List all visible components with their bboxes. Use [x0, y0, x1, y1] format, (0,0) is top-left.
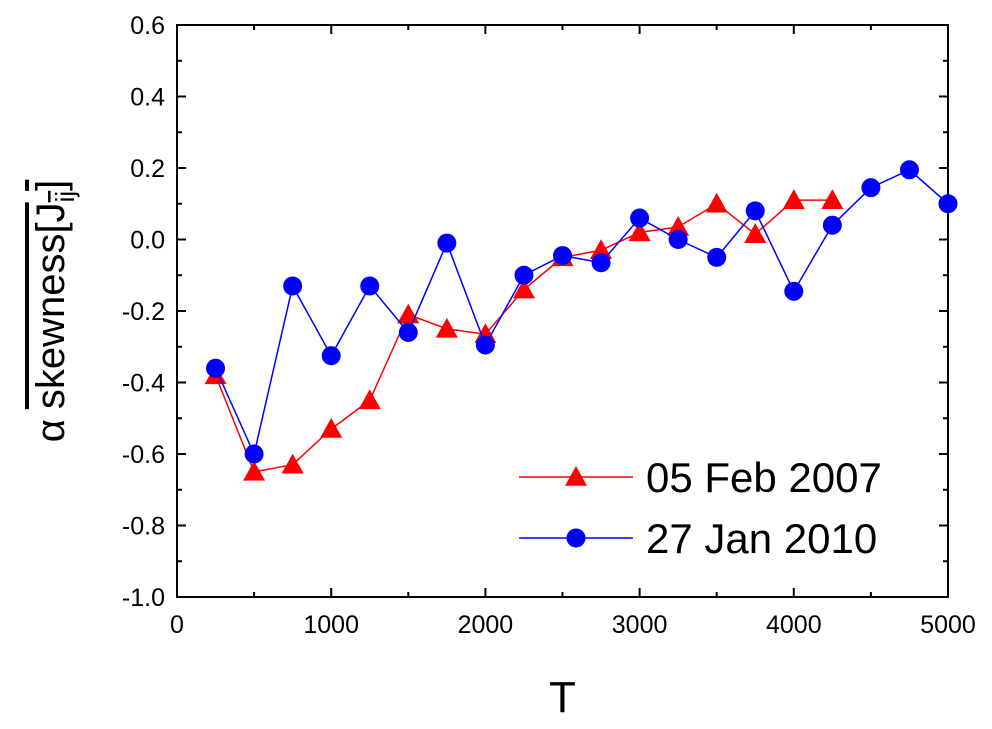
- marker: [437, 233, 457, 253]
- marker: [514, 265, 534, 285]
- marker: [244, 444, 264, 464]
- marker: [358, 389, 381, 410]
- y-tick-label: -0.4: [122, 370, 165, 398]
- marker: [821, 189, 844, 209]
- marker: [744, 223, 767, 243]
- marker: [398, 322, 418, 342]
- x-tick-label: 4000: [766, 611, 822, 639]
- legend-label: 05 Feb 2007: [646, 454, 882, 501]
- marker: [283, 276, 303, 296]
- series-line: [214, 168, 949, 457]
- marker: [206, 358, 226, 378]
- plot-frame: [176, 24, 949, 598]
- marker: [591, 253, 611, 273]
- marker: [320, 417, 343, 438]
- x-tick-label: 5000: [920, 611, 976, 639]
- series-line: [214, 199, 833, 473]
- marker: [590, 239, 613, 260]
- y-tick-label: 0.6: [130, 12, 165, 40]
- marker: [822, 215, 842, 235]
- y-label-sub: ij: [50, 191, 80, 203]
- marker: [475, 335, 495, 355]
- legend-marker: [565, 466, 587, 486]
- y-tick-label: 0.4: [130, 84, 165, 112]
- y-tick-label: -0.6: [122, 441, 165, 469]
- marker: [899, 160, 919, 180]
- y-axis-label: α skewness[Jij]: [29, 180, 80, 443]
- marker: [360, 276, 380, 296]
- marker: [938, 194, 958, 214]
- y-label-end: ]: [29, 180, 73, 191]
- marker: [668, 230, 688, 249]
- y-tick-label: 0.2: [130, 155, 165, 183]
- legend-label: 27 Jan 2010: [646, 515, 877, 562]
- marker: [667, 215, 690, 236]
- y-tick-label: -0.2: [122, 298, 165, 326]
- marker: [784, 281, 804, 301]
- marker: [435, 317, 458, 338]
- marker: [630, 208, 650, 228]
- legend-marker: [566, 528, 586, 548]
- marker: [512, 278, 535, 299]
- x-tick-label: 3000: [612, 611, 668, 639]
- marker: [553, 246, 572, 266]
- marker: [281, 453, 304, 474]
- x-axis-label: T: [549, 673, 576, 722]
- marker: [243, 460, 266, 481]
- marker: [782, 189, 805, 209]
- marker: [707, 247, 727, 267]
- y-label-main: skewness[J: [29, 202, 73, 409]
- marker: [745, 201, 765, 221]
- marker: [628, 221, 651, 242]
- marker: [861, 178, 881, 198]
- y-label-prefix: α: [29, 419, 73, 442]
- y-tick-label: -1.0: [122, 584, 165, 612]
- marker: [321, 346, 341, 366]
- y-tick-label: -0.8: [122, 513, 165, 541]
- x-tick-label: 1000: [303, 611, 359, 639]
- x-tick-label: 2000: [458, 611, 514, 639]
- marker: [705, 192, 728, 213]
- y-tick-label: 0.0: [130, 227, 165, 255]
- x-tick-label: 0: [170, 611, 184, 639]
